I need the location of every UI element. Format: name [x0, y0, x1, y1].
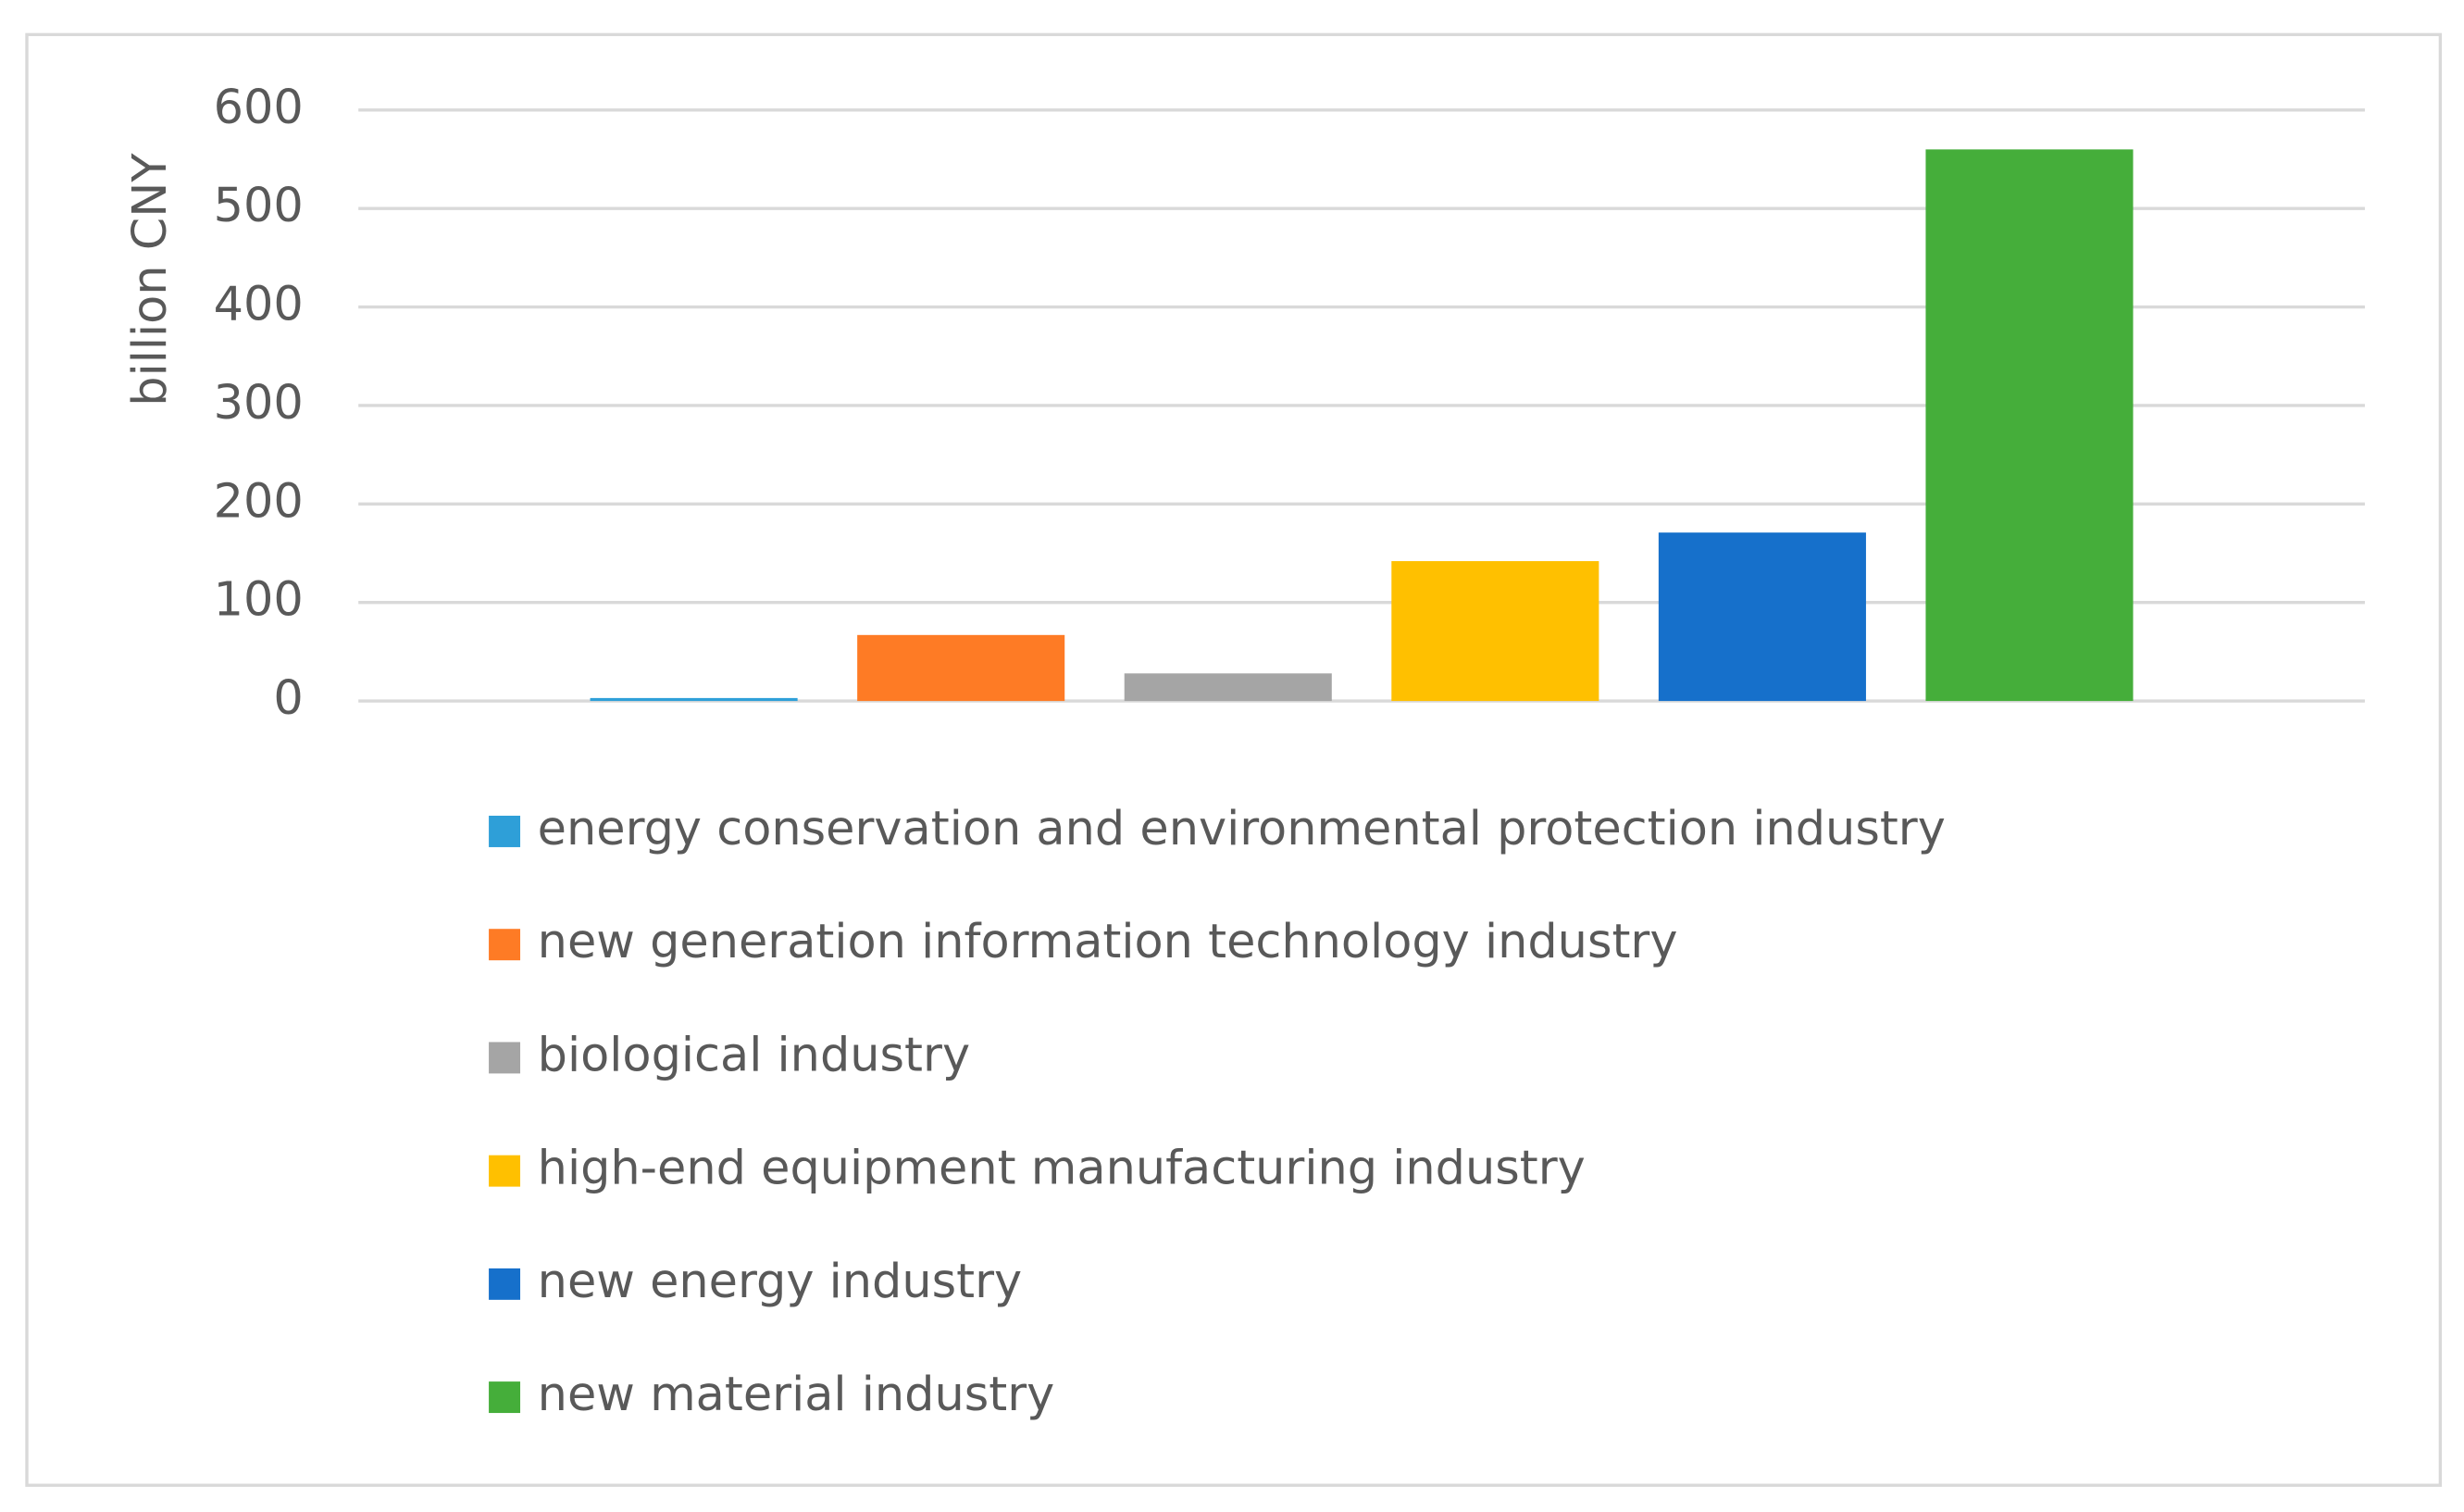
bar — [590, 697, 798, 702]
legend-swatch — [489, 1042, 521, 1074]
legend-label: biological industry — [538, 1028, 970, 1082]
y-tick-label: 600 — [214, 81, 304, 135]
bar — [1124, 673, 1332, 702]
y-axis-title: billion CNY — [123, 153, 178, 406]
legend-label: new generation information technology in… — [538, 915, 1678, 969]
legend-label: energy conservation and environmental pr… — [538, 802, 1946, 856]
legend-label: new energy industry — [538, 1255, 1022, 1309]
y-tick-label: 500 — [214, 179, 304, 233]
legend-swatch — [489, 929, 521, 961]
bar — [1925, 149, 2134, 702]
legend-swatch — [489, 816, 521, 847]
legend-swatch — [489, 1155, 521, 1187]
y-tick-label: 400 — [214, 278, 304, 332]
bar — [857, 634, 1065, 702]
legend-label: high-end equipment manufacturing industr… — [538, 1142, 1586, 1196]
bar — [1391, 561, 1599, 702]
y-tick-label: 100 — [214, 573, 304, 628]
legend-swatch — [489, 1381, 521, 1414]
y-tick-label: 300 — [214, 376, 304, 431]
legend-swatch — [489, 1268, 521, 1300]
y-tick-label: 200 — [214, 474, 304, 529]
y-tick-label: 0 — [273, 671, 303, 726]
bar — [1658, 532, 1866, 702]
legend-label: new material industry — [538, 1368, 1055, 1422]
